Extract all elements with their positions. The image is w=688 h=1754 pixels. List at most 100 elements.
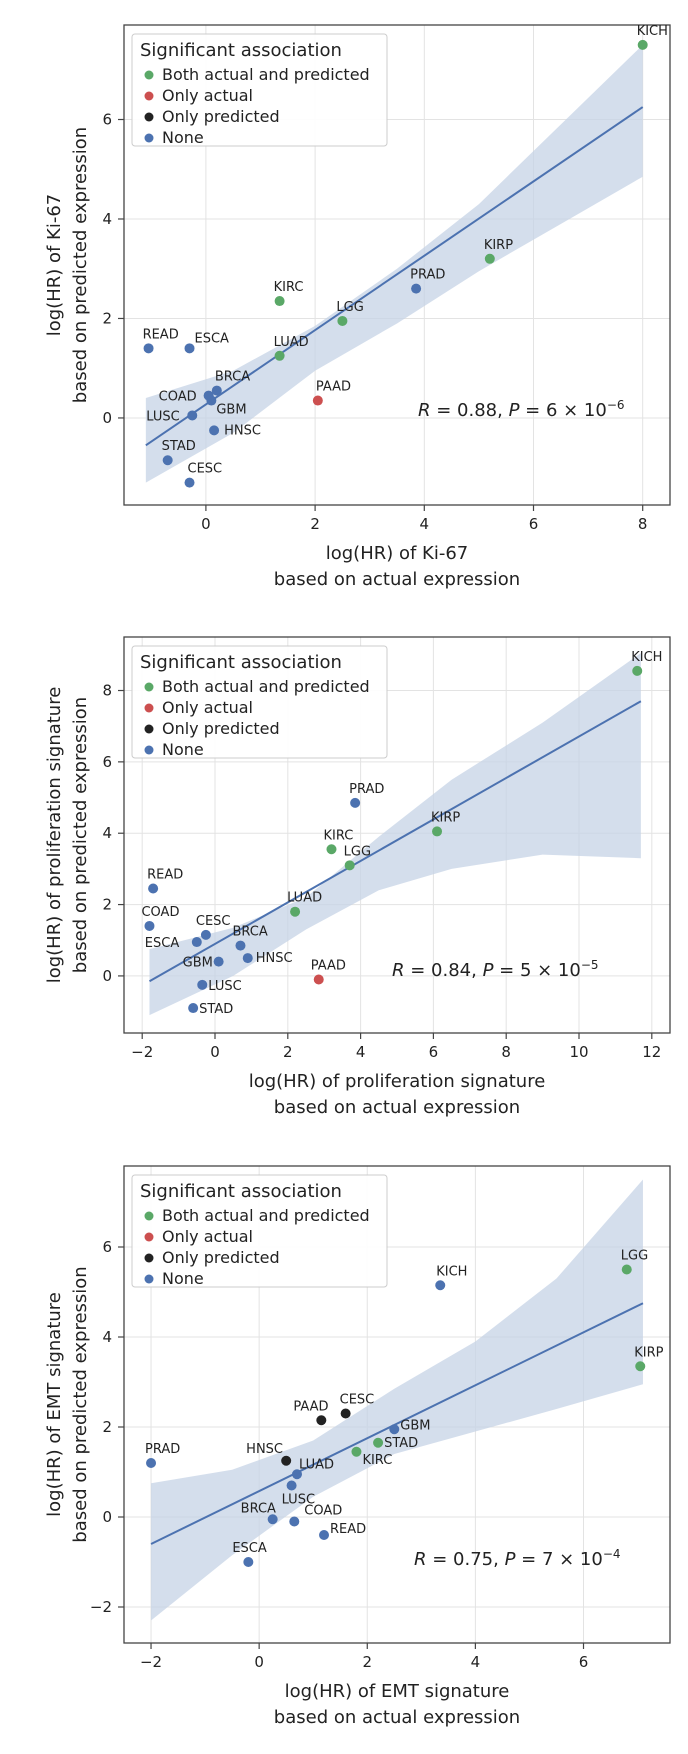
point-label-paad: PAAD	[311, 958, 346, 973]
data-point-esca	[184, 343, 195, 354]
y-tick-label: 6	[102, 111, 112, 129]
y-tick-label: 4	[102, 210, 112, 228]
data-point-luad	[291, 1469, 302, 1480]
point-label-read: READ	[143, 327, 179, 342]
legend-marker-only-actual	[144, 91, 154, 101]
x-axis-label: based on actual expression	[274, 1707, 520, 1728]
point-label-kirp: KIRP	[431, 810, 460, 825]
point-label-cesc: CESC	[188, 462, 223, 477]
y-tick-label: 6	[102, 1238, 112, 1256]
regression-line	[145, 106, 644, 447]
legend-marker-none	[144, 133, 154, 143]
data-point-lusc	[197, 979, 208, 990]
point-label-gbm: GBM	[183, 956, 213, 971]
x-tick-label: 4	[420, 515, 430, 533]
data-point-kich	[637, 39, 648, 50]
y-tick-label: 2	[102, 896, 112, 914]
x-axis-label: based on actual expression	[274, 1097, 520, 1118]
x-axis-label: log(HR) of proliferation signature	[249, 1071, 546, 1092]
legend-label: Both actual and predicted	[162, 677, 370, 696]
point-label-hnsc: HNSC	[224, 423, 261, 438]
point-label-kirc: KIRC	[274, 280, 304, 295]
legend-label: Only predicted	[162, 107, 280, 126]
point-label-coad: COAD	[159, 390, 197, 405]
x-tick-label: 6	[429, 1043, 439, 1061]
point-label-kich: KICH	[637, 24, 668, 39]
point-label-stad: STAD	[199, 1002, 233, 1017]
data-point-cesc	[340, 1408, 351, 1419]
point-label-read: READ	[330, 1522, 366, 1537]
y-tick-label: −2	[90, 1598, 112, 1616]
data-point-gbm	[213, 956, 224, 967]
point-label-prad: PRAD	[410, 268, 445, 283]
point-label-coad: COAD	[304, 1504, 342, 1519]
legend-marker-only-predicted	[144, 1253, 154, 1263]
point-label-luad: LUAD	[287, 891, 322, 906]
data-point-kirc	[326, 844, 337, 855]
y-tick-label: 0	[102, 409, 112, 427]
data-point-gbm	[389, 1424, 400, 1435]
regression-line	[148, 700, 642, 983]
data-point-kirp	[484, 253, 495, 264]
data-point-brca	[267, 1514, 278, 1525]
y-tick-label: 2	[102, 309, 112, 327]
legend-marker-only-actual	[144, 1232, 154, 1242]
y-tick-label: 6	[102, 753, 112, 771]
point-label-lusc: LUSC	[146, 409, 179, 424]
confidence-band	[145, 44, 643, 483]
point-label-kirp: KIRP	[484, 238, 513, 253]
point-label-luad: LUAD	[274, 335, 309, 350]
y-tick-label: 4	[102, 824, 112, 842]
legend-label: None	[162, 128, 204, 147]
point-label-prad: PRAD	[349, 782, 384, 797]
x-tick-label: 6	[579, 1653, 589, 1671]
data-point-kirp	[635, 1361, 646, 1372]
point-label-lusc: LUSC	[282, 1493, 315, 1508]
data-point-stad	[373, 1437, 384, 1448]
point-label-luad: LUAD	[299, 1457, 334, 1472]
legend-box	[131, 645, 388, 759]
point-label-esca: ESCA	[145, 936, 180, 951]
legend-label: None	[162, 740, 204, 759]
data-point-kirp	[432, 826, 443, 837]
stat-annotation: R = 0.75, P = 7 × 10−4	[414, 1547, 621, 1570]
x-tick-label: 0	[210, 1043, 220, 1061]
point-label-paad: PAAD	[316, 380, 351, 395]
legend-marker-both	[144, 682, 154, 692]
point-label-stad: STAD	[162, 439, 196, 454]
x-tick-label: 12	[642, 1043, 661, 1061]
data-point-read	[319, 1530, 330, 1540]
point-label-cesc: CESC	[196, 914, 231, 929]
data-point-stad	[188, 1003, 199, 1014]
data-point-esca	[191, 937, 202, 948]
point-label-brca: BRCA	[241, 1501, 276, 1516]
data-point-luad	[274, 350, 285, 361]
data-point-kirc	[351, 1446, 362, 1457]
point-label-paad: PAAD	[293, 1399, 328, 1414]
data-point-kich	[632, 665, 643, 676]
y-tick-label: 0	[102, 1508, 112, 1526]
x-tick-label: 8	[638, 515, 648, 533]
point-label-hnsc: HNSC	[256, 951, 293, 966]
data-point-paad	[312, 395, 323, 406]
x-axis-label: based on actual expression	[274, 569, 520, 590]
data-point-kirc	[274, 296, 285, 307]
legend-label: Only predicted	[162, 1248, 280, 1267]
data-point-lgg	[621, 1264, 632, 1275]
point-label-stad: STAD	[384, 1436, 418, 1451]
x-axis-label: log(HR) of EMT signature	[285, 1681, 510, 1702]
x-tick-label: −2	[131, 1043, 153, 1061]
data-point-cesc	[200, 929, 211, 940]
stat-annotation: R = 0.84, P = 5 × 10−5	[392, 958, 599, 981]
point-label-brca: BRCA	[215, 370, 250, 385]
x-tick-label: 8	[501, 1043, 511, 1061]
data-point-lusc	[187, 410, 198, 421]
legend-label: Only actual	[162, 698, 253, 717]
data-point-coad	[144, 920, 155, 931]
stat-annotation: R = 0.88, P = 6 × 10−6	[418, 398, 625, 421]
point-label-cesc: CESC	[340, 1393, 375, 1408]
legend-title: Significant association	[140, 1181, 342, 1202]
point-label-kich: KICH	[631, 650, 662, 665]
chart-panel-1: 0 2 4 6 8 0 2 4 6 log(HR) of Ki-67 based on actual…	[44, 24, 671, 590]
